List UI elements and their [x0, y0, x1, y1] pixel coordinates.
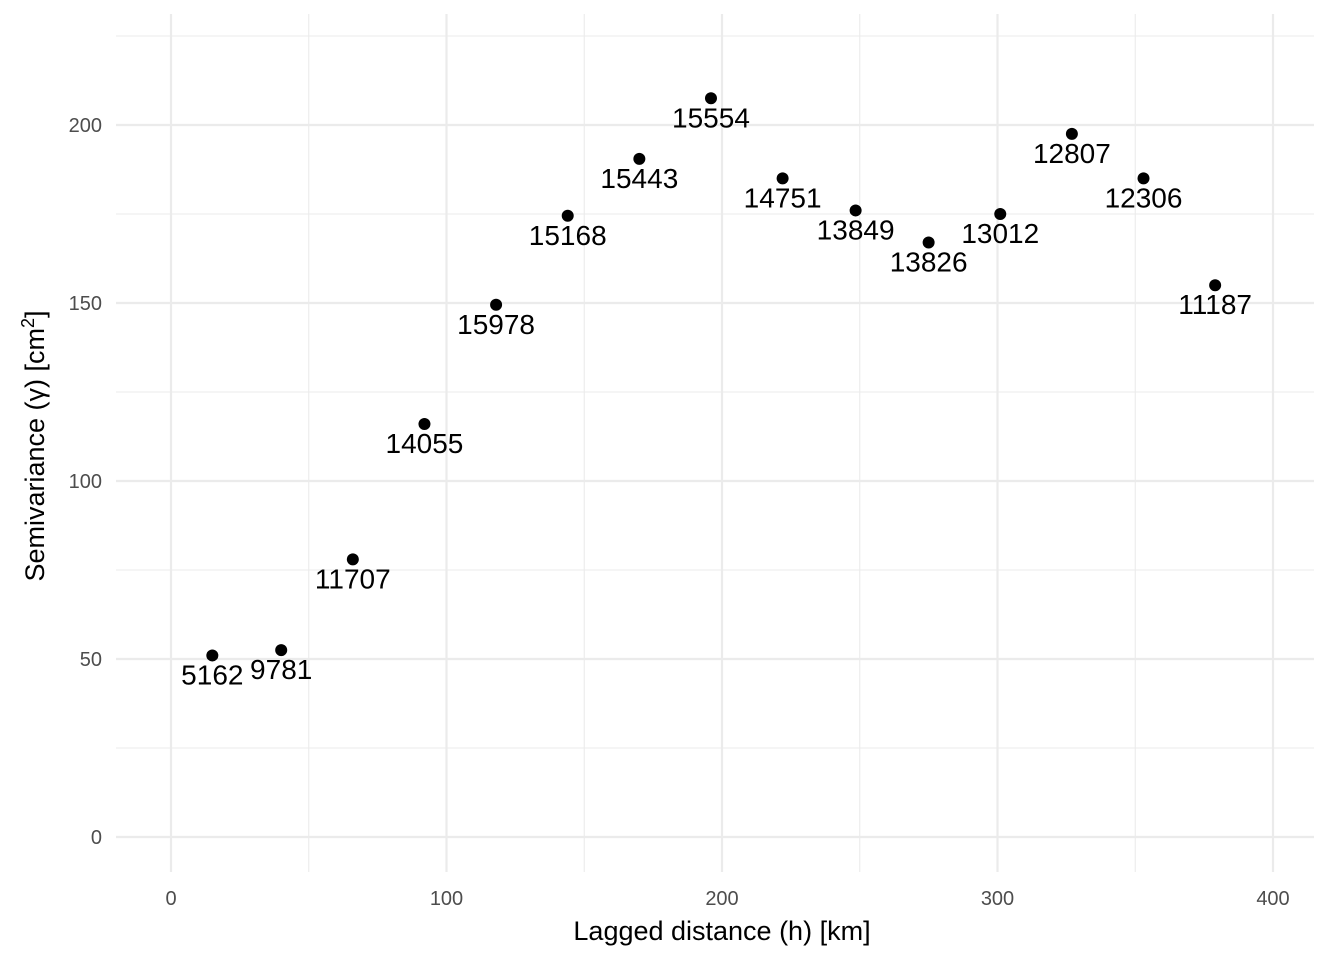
x-tick-label: 0 — [165, 888, 176, 910]
data-point — [994, 208, 1007, 220]
x-axis-title: Lagged distance (h) [km] — [573, 916, 870, 946]
point-labels: 5162 9781 11707 14055 15978 15168 15443 15554 14… — [181, 102, 1252, 690]
y-axis-title: Semivariance (γ) [cm2] — [18, 310, 50, 581]
y-tick-label: 100 — [69, 471, 102, 493]
data-point-label: 14751 — [744, 182, 822, 213]
data-point — [346, 553, 359, 566]
data-point-label: 11707 — [315, 563, 391, 594]
y-axis-title-suffix: ] — [20, 310, 50, 318]
y-tick-label: 150 — [69, 293, 102, 315]
x-axis-tick-labels: 0 100 200 300 400 — [165, 888, 1289, 910]
data-point-label: 13849 — [817, 214, 895, 245]
data-point-label: 12807 — [1033, 138, 1111, 169]
data-point — [561, 209, 574, 222]
data-points — [206, 92, 1222, 662]
data-point-label: 15554 — [672, 102, 750, 133]
data-point-label: 15443 — [600, 163, 678, 194]
data-point-label: 15168 — [529, 220, 607, 251]
data-point-label: 15978 — [457, 309, 535, 340]
y-axis-title-main: Semivariance (γ) [cm — [20, 328, 50, 582]
data-point-label: 11187 — [1178, 289, 1252, 320]
data-point-label: 9781 — [250, 654, 312, 685]
y-tick-label: 0 — [91, 827, 102, 849]
data-point-label: 12306 — [1105, 182, 1183, 213]
data-point — [776, 172, 789, 185]
y-tick-label: 200 — [69, 115, 102, 137]
data-point — [1137, 172, 1150, 185]
data-point — [922, 236, 935, 249]
data-point — [418, 418, 431, 431]
data-point-label: 5162 — [181, 659, 243, 690]
y-axis-title-superscript: 2 — [18, 318, 38, 328]
x-tick-label: 300 — [981, 888, 1014, 910]
x-tick-label: 400 — [1256, 888, 1289, 910]
data-point — [1065, 127, 1078, 140]
data-point — [275, 644, 288, 657]
data-point — [490, 298, 503, 311]
data-point — [849, 204, 862, 217]
minor-gridlines — [116, 14, 1314, 872]
data-point-label: 13826 — [890, 246, 968, 277]
data-point — [633, 152, 646, 165]
x-tick-label: 200 — [705, 888, 738, 910]
data-point — [704, 92, 717, 105]
data-point-label: 13012 — [961, 218, 1039, 249]
data-point — [206, 649, 219, 662]
data-point — [1209, 279, 1222, 292]
data-point-label: 14055 — [386, 428, 464, 459]
y-axis-tick-labels: 0 50 100 150 200 — [69, 115, 102, 849]
major-gridlines — [116, 14, 1314, 872]
x-tick-label: 100 — [430, 888, 463, 910]
y-tick-label: 50 — [80, 649, 102, 671]
